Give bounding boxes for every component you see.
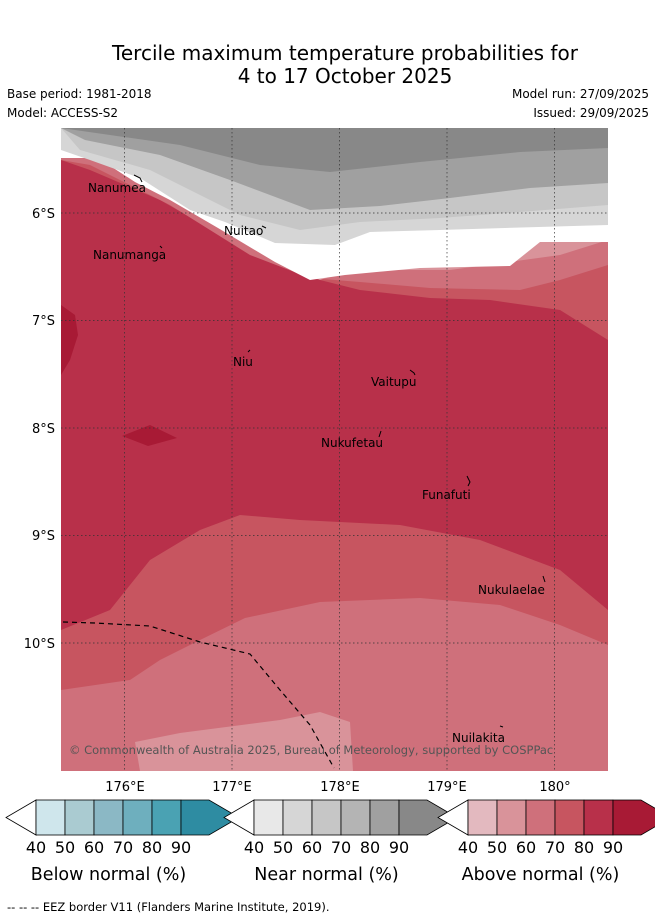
band-above-50-60-south <box>135 712 353 771</box>
colorbar-tick-label: 90 <box>603 838 623 857</box>
colorbar-tick-label: 60 <box>84 838 104 857</box>
lat-tick-label: 9°S <box>32 529 55 544</box>
colorbar-tick-label: 40 <box>244 838 264 857</box>
place-label: Vaitupu <box>371 375 417 389</box>
colorbar-tick-label: 40 <box>458 838 478 857</box>
colorbar-segment <box>122 799 153 836</box>
colorbar-segment <box>467 799 498 836</box>
place-label: Nanumanga <box>93 248 166 262</box>
lat-tick-label: 8°S <box>32 422 55 437</box>
place-label: Nuilakita <box>452 731 505 745</box>
colorbar-title: Above normal (%) <box>462 865 620 885</box>
model-name: Model: ACCESS-S2 <box>7 106 119 120</box>
probability-bands <box>61 128 608 771</box>
colorbar-segment <box>311 799 342 836</box>
colorbar-segment <box>151 799 182 836</box>
graticule <box>124 128 555 771</box>
colorbar-tick-label: 90 <box>171 838 191 857</box>
colorbar-tick-label: 40 <box>26 838 46 857</box>
colorbar-tick-label: 50 <box>273 838 293 857</box>
colorbar-segment <box>282 799 313 836</box>
colorbar-tick-label: 50 <box>487 838 507 857</box>
patch-above-90-central <box>122 425 177 446</box>
colorbar-extend-low <box>5 799 37 836</box>
place-label: Funafuti <box>422 488 471 502</box>
colorbar-segment <box>340 799 371 836</box>
colorbar-2: 40 50 60 70 80 90 Above normal (%) <box>437 799 655 885</box>
colorbar-group: 40 50 60 70 80 90 Below normal (%) 40 50 60 70 80 90… <box>5 799 655 885</box>
lon-tick-label: 177°E <box>212 780 252 795</box>
place-label: Nukufetau <box>321 436 383 450</box>
lon-tick-label: 178°E <box>320 780 360 795</box>
base-period: Base period: 1981-2018 <box>7 87 152 101</box>
colorbar-title: Below normal (%) <box>31 865 186 885</box>
colorbar-0: 40 50 60 70 80 90 Below normal (%) <box>5 799 240 885</box>
colorbar-tick-label: 50 <box>55 838 75 857</box>
colorbar-segment <box>35 799 66 836</box>
place-label: Nukulaelae <box>478 583 545 597</box>
place-label: Nanumea <box>88 181 146 195</box>
colorbar-segment <box>496 799 527 836</box>
band-near-80-90 <box>61 128 608 172</box>
colorbar-segment <box>525 799 556 836</box>
chart-title-line2: 4 to 17 October 2025 <box>237 64 453 88</box>
lon-tick-label: 180° <box>539 780 570 795</box>
issued-date: Issued: 29/09/2025 <box>533 106 649 120</box>
island-outlines <box>133 174 546 728</box>
colorbar-extend-low <box>437 799 469 836</box>
colorbar-tick-label: 60 <box>516 838 536 857</box>
place-label: Nuitao <box>224 224 263 238</box>
colorbar-1: 40 50 60 70 80 90 Near normal (%) <box>223 799 458 885</box>
patch-above-90-west <box>61 305 78 375</box>
colorbar-segment <box>583 799 614 836</box>
colorbar-tick-label: 80 <box>360 838 380 857</box>
copyright-note: © Commonwealth of Australia 2025, Bureau… <box>69 743 553 757</box>
colorbar-tick-label: 80 <box>142 838 162 857</box>
place-label: Niu <box>233 355 253 369</box>
colorbar-tick-label: 80 <box>574 838 594 857</box>
colorbar-segment <box>93 799 124 836</box>
lon-tick-label: 179°E <box>427 780 467 795</box>
colorbar-title: Near normal (%) <box>254 865 399 885</box>
colorbar-segment <box>64 799 95 836</box>
eez-border <box>62 621 335 769</box>
colorbar-segment <box>398 799 458 836</box>
eez-legend-footer: -- -- -- EEZ border V11 (Flanders Marine… <box>7 900 330 914</box>
colorbar-segment <box>612 799 655 836</box>
colorbar-segment <box>180 799 240 836</box>
colorbar-tick-label: 60 <box>302 838 322 857</box>
lat-tick-label: 6°S <box>32 207 55 222</box>
lat-tick-label: 7°S <box>32 314 55 329</box>
colorbar-extend-low <box>223 799 255 836</box>
colorbar-segment <box>554 799 585 836</box>
lon-tick-label: 176°E <box>105 780 145 795</box>
colorbar-tick-label: 70 <box>545 838 565 857</box>
colorbar-tick-label: 70 <box>331 838 351 857</box>
colorbar-tick-label: 70 <box>113 838 133 857</box>
lat-tick-label: 10°S <box>24 637 55 652</box>
graticule-lat <box>61 212 608 644</box>
colorbar-tick-label: 90 <box>389 838 409 857</box>
model-run: Model run: 27/09/2025 <box>511 87 649 101</box>
colorbar-segment <box>369 799 400 836</box>
colorbar-segment <box>253 799 284 836</box>
chart-title-line1: Tercile maximum temperature probabilitie… <box>112 41 578 65</box>
